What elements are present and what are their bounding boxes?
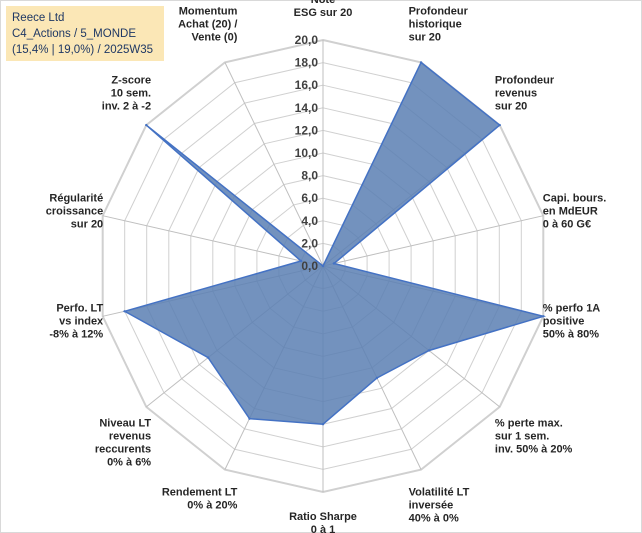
category-label: Niveau LT revenus reccurents 0% à 6% — [95, 418, 152, 469]
category-label: Z-score 10 sem. inv. 2 à -2 — [102, 74, 151, 112]
category-label-line: Volatilité LT — [409, 486, 470, 498]
category-label-line: revenus — [495, 87, 537, 99]
category-label-line: % perfo 1A — [543, 303, 601, 315]
category-label-line: sur 20 — [495, 100, 527, 112]
data-point — [427, 349, 431, 352]
category-label-line: Niveau LT — [99, 418, 151, 430]
grid-spoke — [102, 215, 324, 267]
data-point — [419, 61, 423, 64]
info-category: C4_Actions / 5_MONDE — [12, 28, 136, 40]
grid-spoke — [224, 62, 324, 267]
tick-label: 8,0 — [301, 169, 318, 183]
data-point — [206, 356, 210, 359]
radar-series — [122, 61, 547, 426]
category-label: % perfo 1A positive 50% à 80% — [543, 303, 601, 341]
category-label-line: inversée — [409, 499, 454, 511]
data-point — [248, 417, 251, 420]
category-label: Perfo. LT vs index -8% à 12% — [49, 303, 104, 341]
category-label-line: reccurents — [95, 444, 151, 456]
category-label-line: revenus — [109, 431, 151, 443]
category-label-line: sur 20 — [71, 218, 103, 230]
category-label-line: Profondeur — [409, 6, 469, 18]
category-label-line: Perfo. LT — [56, 303, 103, 315]
category-label-line: Rendement LT — [162, 486, 238, 498]
category-label-line: Ratio Sharpe — [289, 511, 357, 523]
tick-label: 0,0 — [301, 259, 318, 273]
category-label-line: vs index — [59, 316, 104, 328]
category-label-line: 10 sem. — [111, 87, 151, 99]
category-label-line: 0 à 60 G€ — [543, 218, 591, 230]
category-label: Note ESG sur 20 — [294, 0, 353, 19]
category-label-line: % perte max. — [495, 418, 563, 430]
tick-label: 16,0 — [295, 78, 319, 92]
category-label-line: Note — [311, 0, 335, 6]
category-label: Capi. bours. en MdEUR 0 à 60 G€ — [543, 192, 607, 230]
tick-label: 18,0 — [295, 56, 319, 70]
category-label: Volatilité LT inversée 40% à 0% — [409, 486, 470, 524]
category-label: Rendement LT 0% à 20% — [162, 486, 238, 511]
category-label-line: sur 1 sem. — [495, 431, 549, 443]
info-performance-week: (15,4% | 19,0%) / 2025W35 — [12, 44, 154, 56]
category-label-line: 40% à 0% — [409, 512, 459, 524]
category-label: Régularité croissance sur 20 — [46, 192, 103, 230]
tick-label: 20,0 — [295, 33, 319, 47]
tick-label: 6,0 — [301, 191, 318, 205]
data-point — [542, 315, 545, 318]
data-point — [299, 259, 303, 263]
info-company-name: Reece Ltd — [12, 12, 65, 24]
category-label: Profondeur historique sur 20 — [409, 6, 469, 44]
category-label-line: Capi. bours. — [543, 192, 607, 204]
category-label-line: Z-score — [111, 74, 151, 86]
category-label: Profondeur revenus sur 20 — [495, 74, 555, 112]
data-point — [145, 123, 148, 127]
data-point — [321, 423, 325, 426]
radial-tick-labels: 0,0 2,0 4,0 6,0 8,0 10,0 12,0 14,0 16,0 18,0 20,0 — [295, 33, 319, 273]
data-point — [498, 123, 501, 127]
category-label-line: en MdEUR — [543, 205, 598, 217]
grid-spoke — [322, 215, 544, 267]
category-label-line: Achat (20) / — [178, 19, 237, 31]
data-point — [332, 262, 336, 265]
category-label-line: ESG sur 20 — [294, 7, 353, 19]
category-label-line: Régularité — [49, 192, 103, 204]
category-label: Ratio Sharpe 0 à 1 — [289, 511, 357, 533]
category-label-line: inv. 50% à 20% — [495, 444, 573, 456]
category-label: Momentum Achat (20) / Vente (0) — [178, 6, 238, 44]
category-label-line: inv. 2 à -2 — [102, 100, 151, 112]
data-point — [321, 264, 325, 268]
series-area — [122, 61, 547, 425]
category-label: % perte max. sur 1 sem. inv. 50% à 20% — [495, 418, 573, 456]
data-point — [123, 310, 126, 313]
tick-label: 14,0 — [295, 101, 319, 115]
tick-label: 12,0 — [295, 123, 319, 137]
info-box: Reece Ltd C4_Actions / 5_MONDE (15,4% | … — [6, 6, 164, 61]
tick-label: 2,0 — [301, 236, 318, 250]
category-label-line: 0% à 20% — [187, 499, 237, 511]
category-labels: Note ESG sur 20 Profondeur historique sur 20… — [46, 0, 607, 533]
data-point — [375, 376, 379, 380]
tick-label: 4,0 — [301, 214, 318, 228]
category-label-line: 50% à 80% — [543, 329, 599, 341]
tick-label: 10,0 — [295, 146, 319, 160]
category-label-line: Profondeur — [495, 74, 555, 86]
category-label-line: croissance — [46, 205, 103, 217]
category-label-line: -8% à 12% — [49, 329, 103, 341]
category-label-line: positive — [543, 316, 585, 328]
category-label-line: 0% à 6% — [107, 457, 151, 469]
category-label-line: Momentum — [179, 6, 238, 18]
category-label-line: 0 à 1 — [311, 524, 335, 533]
category-label-line: historique — [409, 19, 462, 31]
category-label-line: sur 20 — [409, 32, 441, 44]
category-label-line: Vente (0) — [192, 32, 238, 44]
